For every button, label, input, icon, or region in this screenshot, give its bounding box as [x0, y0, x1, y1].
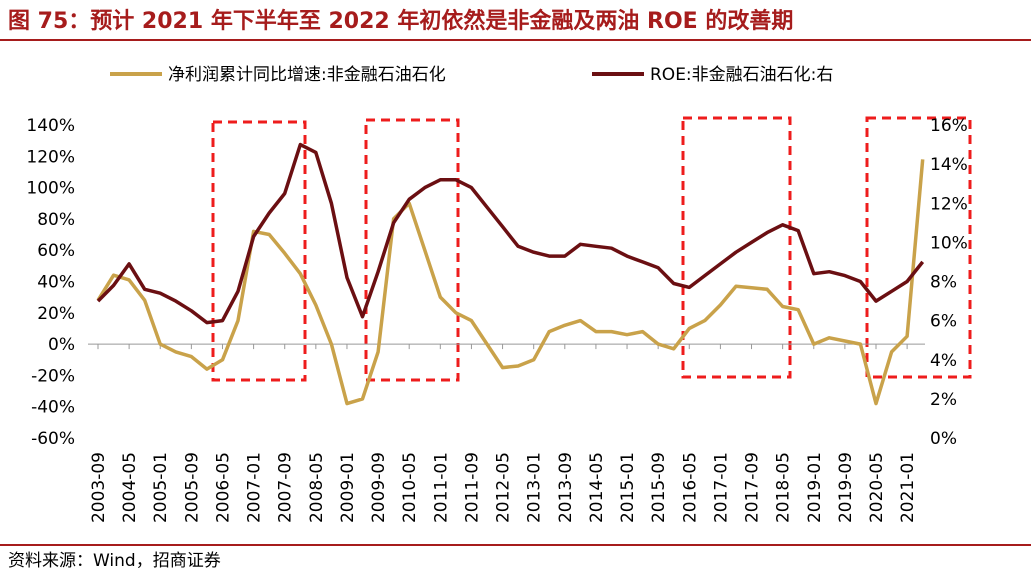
x-tick-label: 2016-05: [680, 452, 700, 523]
x-tick-label: 2011-09: [462, 452, 482, 523]
x-tick-label: 2006-05: [213, 452, 233, 523]
y-tick-label: -60%: [31, 429, 75, 449]
x-tick-label: 2005-09: [182, 452, 202, 523]
y-tick-label: 140%: [26, 116, 75, 136]
y-tick-label: -40%: [31, 398, 75, 418]
y-tick-label: 120%: [26, 147, 75, 167]
y2-tick-label: 14%: [930, 155, 968, 175]
x-tick-label: 2013-09: [556, 452, 576, 523]
y2-tick-label: 12%: [930, 194, 968, 214]
x-tick-label: 2009-09: [369, 452, 389, 523]
highlight-box: [865, 116, 972, 379]
x-tick-label: 2005-01: [151, 452, 171, 523]
y2-tick-label: 16%: [930, 116, 968, 136]
source: 资料来源：Wind，招商证券: [8, 551, 221, 571]
y2-tick-label: 4%: [930, 351, 957, 371]
x-tick-label: 2020-05: [867, 452, 887, 523]
x-tick-label: 2017-09: [743, 452, 763, 523]
highlight-box: [364, 118, 460, 382]
highlight-box: [211, 120, 307, 382]
x-tick-label: 2017-01: [711, 452, 731, 523]
x-tick-label: 2019-01: [805, 452, 825, 523]
x-tick-label: 2004-05: [120, 452, 140, 523]
y-tick-label: 80%: [37, 210, 75, 230]
x-tick-label: 2015-01: [618, 452, 638, 523]
series-line: [96, 142, 925, 325]
y-tick-label: 20%: [37, 304, 75, 324]
legend-label: ROE:非金融石油石化:右: [650, 65, 833, 85]
x-tick-label: 2011-01: [431, 452, 451, 523]
x-tick-label: 2018-05: [774, 452, 794, 523]
series-line: [96, 159, 925, 406]
x-tick-label: 2008-05: [307, 452, 327, 523]
x-tick-label: 2013-01: [525, 452, 545, 523]
x-tick-label: 2007-01: [245, 452, 265, 523]
x-tick-label: 2009-01: [338, 452, 358, 523]
legend-label: 净利润累计同比增速:非金融石油石化: [168, 65, 446, 85]
chart-title: 图 75：预计 2021 年下半年至 2022 年初依然是非金融及两油 ROE …: [8, 8, 793, 34]
y-tick-label: 40%: [37, 273, 75, 293]
y2-tick-label: 6%: [930, 312, 957, 332]
x-tick-label: 2019-09: [836, 452, 856, 523]
y2-tick-label: 8%: [930, 273, 957, 293]
x-tick-label: 2015-09: [649, 452, 669, 523]
y2-tick-label: 2%: [930, 390, 957, 410]
x-tick-label: 2007-09: [276, 452, 296, 523]
y2-tick-label: 0%: [930, 429, 957, 449]
x-tick-label: 2010-05: [400, 452, 420, 523]
y-tick-label: 0%: [48, 335, 75, 355]
y2-tick-label: 10%: [930, 233, 968, 253]
y-tick-label: 60%: [37, 241, 75, 261]
highlight-box: [681, 116, 792, 379]
y-tick-label: 100%: [26, 179, 75, 199]
x-tick-label: 2014-05: [587, 452, 607, 523]
x-tick-label: 2012-05: [494, 452, 514, 523]
x-tick-label: 2021-01: [898, 452, 918, 523]
highlight-boxes: [211, 116, 972, 382]
y-tick-label: -20%: [31, 366, 75, 386]
x-tick-label: 2003-09: [89, 452, 109, 523]
